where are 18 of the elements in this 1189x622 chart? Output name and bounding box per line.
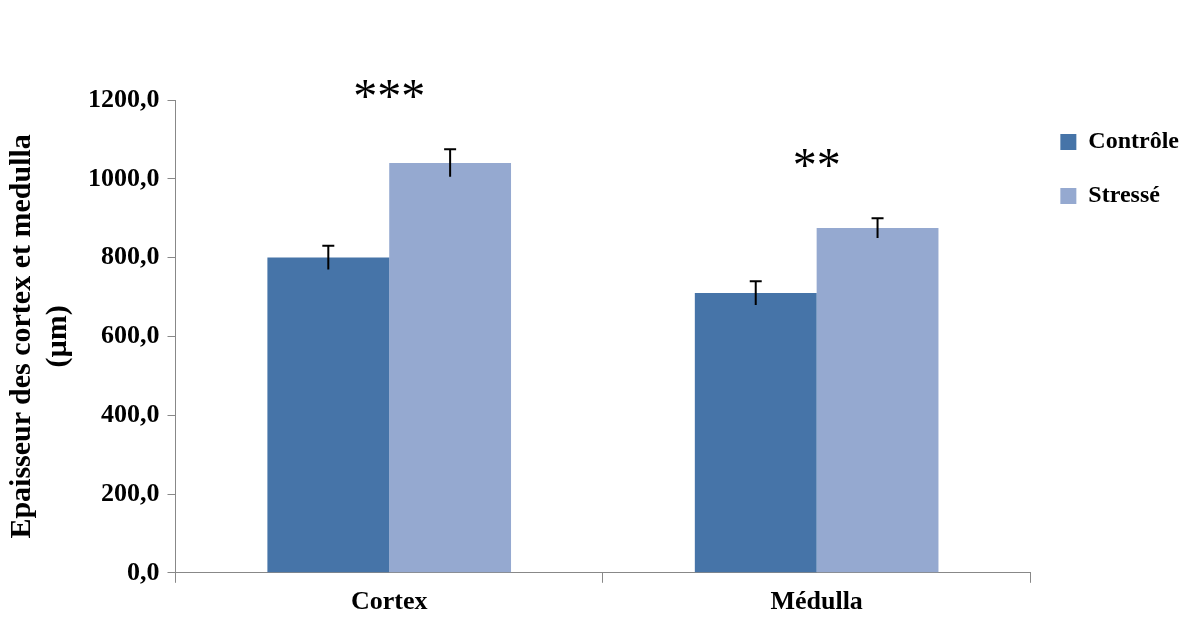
bar <box>389 163 512 573</box>
y-axis-title: Epaisseur des cortex et medulla (µm) <box>2 134 73 539</box>
y-tick-label: 600,0 <box>101 320 160 350</box>
legend-label: Contrôle <box>1088 127 1180 154</box>
legend-label: Stressé <box>1088 181 1161 208</box>
bar <box>267 257 390 573</box>
x-tick-label: Cortex <box>350 586 428 616</box>
bar <box>694 293 817 573</box>
annotation: ** <box>792 137 841 191</box>
x-tick-label: Médulla <box>770 586 863 616</box>
annotation: *** <box>353 68 426 122</box>
y-tick-label: 800,0 <box>101 241 160 271</box>
y-tick-label: 1000,0 <box>88 162 160 192</box>
y-tick-label: 0,0 <box>127 556 160 586</box>
y-tick-label: 400,0 <box>101 398 160 428</box>
y-tick-label: 1200,0 <box>88 83 160 113</box>
y-tick-label: 200,0 <box>101 477 160 507</box>
bar <box>816 228 939 573</box>
